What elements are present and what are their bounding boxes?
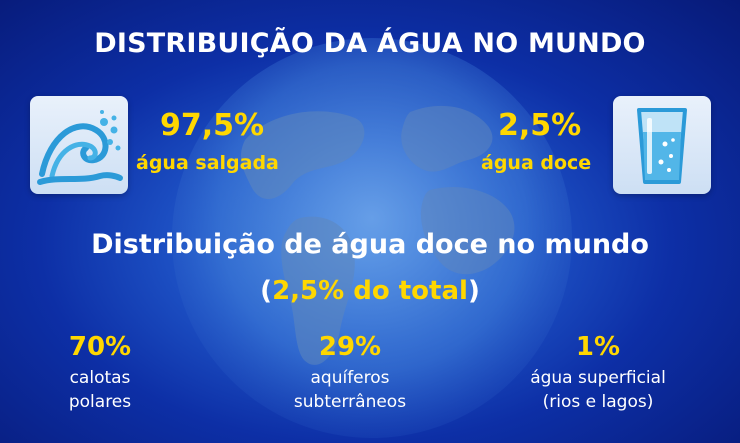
breakdown-item-surface-water: 1% água superficial (rios e lagos) bbox=[488, 332, 708, 414]
breakdown-percent: 70% bbox=[68, 332, 132, 362]
saltwater-label: água salgada bbox=[136, 152, 279, 174]
saltwater-tile bbox=[30, 96, 128, 194]
breakdown-label: calotas polares bbox=[68, 368, 132, 412]
breakdown-label: aquíferos subterrâneos bbox=[293, 368, 407, 412]
freshwater-section-title: Distribuição de água doce no mundo bbox=[91, 229, 649, 260]
page-title: DISTRIBUIÇÃO DA ÁGUA NO MUNDO bbox=[94, 28, 646, 59]
note-close-paren: ) bbox=[467, 276, 480, 306]
freshwater-tile bbox=[613, 96, 711, 194]
note-open-paren: ( bbox=[260, 276, 273, 306]
ocean-wave-icon bbox=[37, 110, 123, 185]
freshwater-percent: 2,5% bbox=[498, 108, 582, 143]
freshwater-section-note: (2,5% do total) bbox=[0, 276, 740, 306]
breakdown-item-polar-ice: 70% calotas polares bbox=[0, 332, 210, 414]
breakdown-label: água superficial (rios e lagos) bbox=[530, 368, 666, 412]
breakdown-percent: 1% bbox=[575, 332, 621, 362]
breakdown-percent: 29% bbox=[318, 332, 382, 362]
saltwater-percent: 97,5% bbox=[160, 108, 265, 143]
freshwater-label: água doce bbox=[481, 152, 592, 174]
glass-of-water-icon bbox=[637, 108, 687, 184]
note-highlight: 2,5% do total bbox=[272, 276, 468, 306]
breakdown-item-aquifers: 29% aquíferos subterrâneos bbox=[240, 332, 460, 414]
